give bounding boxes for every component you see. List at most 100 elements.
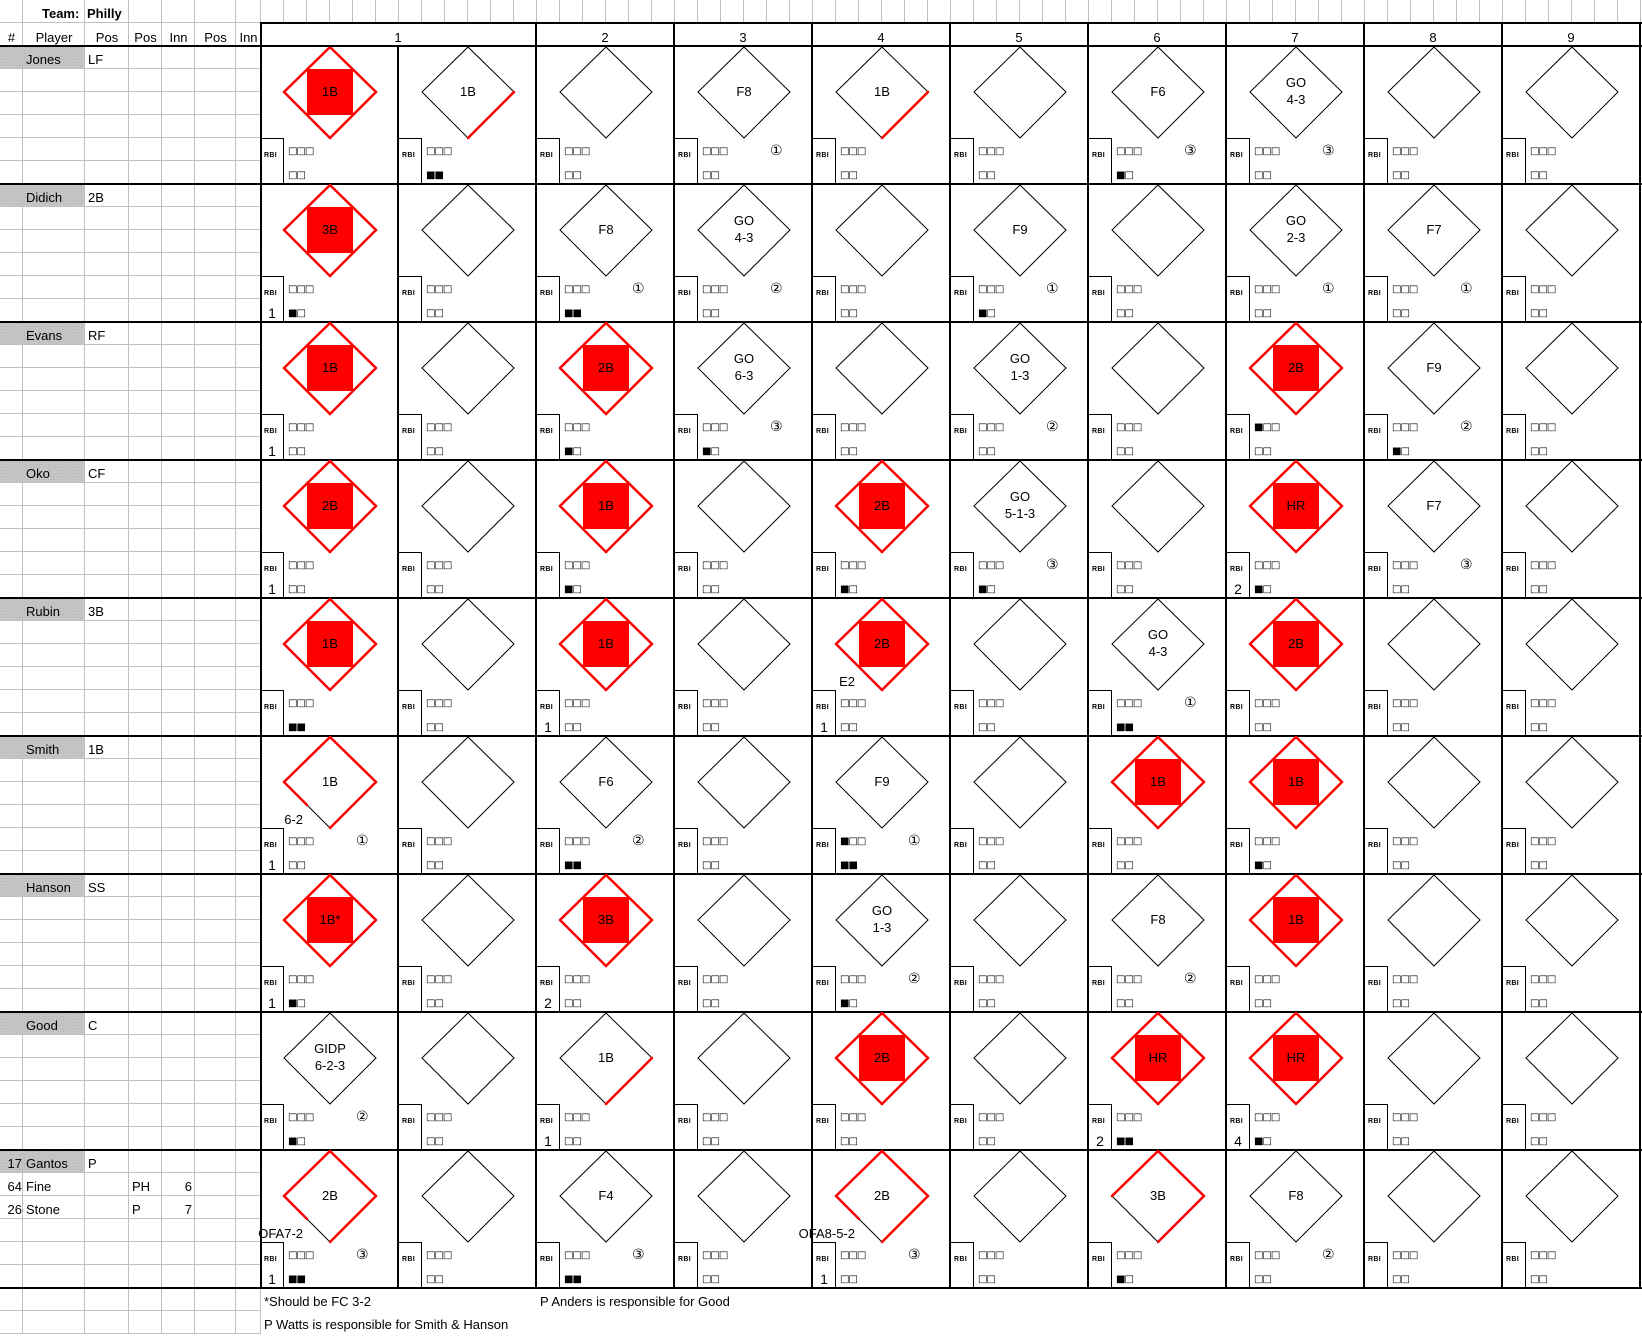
sheet-cell[interactable] bbox=[129, 736, 162, 759]
ball-count-boxes[interactable]: □□□ bbox=[288, 836, 314, 847]
ball-count-boxes[interactable]: □□□ bbox=[564, 698, 590, 709]
sheet-cell[interactable] bbox=[652, 0, 675, 23]
at-bat-cell[interactable]: RBI □□□ □□ bbox=[1503, 322, 1641, 460]
sheet-cell[interactable] bbox=[162, 966, 195, 989]
at-bat-cell[interactable]: RBI □□□ □□ bbox=[675, 1150, 813, 1288]
at-bat-cell[interactable]: RBI □□□ □□ bbox=[675, 460, 813, 598]
rbi-box[interactable]: RBI bbox=[1503, 828, 1526, 874]
rbi-box[interactable]: RBI bbox=[1089, 966, 1112, 1012]
at-bat-cell[interactable]: RBI □□□ □□ bbox=[1503, 460, 1641, 598]
sheet-cell[interactable] bbox=[195, 345, 236, 368]
sheet-cell[interactable] bbox=[162, 1104, 195, 1127]
sheet-cell[interactable] bbox=[195, 368, 236, 391]
sheet-cell[interactable] bbox=[1089, 0, 1112, 23]
sheet-cell[interactable] bbox=[129, 483, 162, 506]
sheet-cell[interactable] bbox=[236, 138, 261, 161]
rbi-box[interactable]: RBI bbox=[1089, 690, 1112, 736]
sheet-cell[interactable] bbox=[129, 667, 162, 690]
sheet-cell[interactable] bbox=[129, 276, 162, 299]
sheet-cell[interactable] bbox=[1526, 0, 1549, 23]
at-bat-cell[interactable]: 1B RBI 1 □□□ □□ bbox=[537, 598, 675, 736]
sheet-cell[interactable] bbox=[129, 115, 162, 138]
strike-count-boxes[interactable]: □□ bbox=[978, 860, 996, 871]
sheet-cell[interactable] bbox=[721, 0, 744, 23]
ball-count-boxes[interactable]: □□□ bbox=[702, 560, 728, 571]
sheet-cell[interactable] bbox=[236, 552, 261, 575]
rbi-box[interactable]: RBI bbox=[261, 690, 284, 736]
sheet-cell[interactable] bbox=[85, 759, 129, 782]
at-bat-cell[interactable]: F6 RBI □□□ ■□ ③ bbox=[1089, 46, 1227, 184]
sheet-cell[interactable] bbox=[0, 161, 23, 184]
sheet-cell[interactable] bbox=[195, 483, 236, 506]
rbi-box[interactable]: RBI bbox=[675, 1242, 698, 1288]
sheet-cell[interactable] bbox=[236, 391, 261, 414]
sheet-cell[interactable] bbox=[236, 1081, 261, 1104]
strike-count-boxes[interactable]: ■■ bbox=[288, 1274, 306, 1285]
sheet-cell[interactable] bbox=[85, 69, 129, 92]
at-bat-cell[interactable]: 1B RBI □□□ □□ bbox=[1227, 874, 1365, 1012]
sheet-cell[interactable] bbox=[23, 345, 85, 368]
rbi-box[interactable]: RBI bbox=[1503, 1104, 1526, 1150]
strike-count-boxes[interactable]: □□ bbox=[840, 722, 858, 733]
ball-count-boxes[interactable]: □□□ bbox=[1392, 1112, 1418, 1123]
sheet-cell[interactable] bbox=[195, 322, 236, 345]
sheet-cell[interactable] bbox=[0, 115, 23, 138]
sheet-cell[interactable] bbox=[23, 690, 85, 713]
sheet-cell[interactable] bbox=[23, 184, 85, 207]
sheet-cell[interactable] bbox=[85, 460, 129, 483]
sheet-cell[interactable] bbox=[675, 0, 698, 23]
at-bat-cell[interactable]: RBI □□□ □□ bbox=[1503, 598, 1641, 736]
sheet-cell[interactable] bbox=[129, 391, 162, 414]
ball-count-boxes[interactable]: □□□ bbox=[1392, 698, 1418, 709]
rbi-box[interactable]: RBI bbox=[951, 276, 974, 322]
sheet-cell[interactable] bbox=[330, 0, 353, 23]
sheet-cell[interactable] bbox=[997, 0, 1020, 23]
sheet-cell[interactable] bbox=[85, 184, 129, 207]
rbi-box[interactable]: RBI bbox=[1089, 828, 1112, 874]
sheet-cell[interactable] bbox=[23, 0, 85, 23]
sheet-cell[interactable] bbox=[162, 253, 195, 276]
sheet-cell[interactable] bbox=[1112, 0, 1135, 23]
at-bat-cell[interactable]: RBI □□□ □□ bbox=[1089, 322, 1227, 460]
strike-count-boxes[interactable]: ■□ bbox=[288, 998, 306, 1009]
at-bat-cell[interactable]: 2B RBI □□□ □□ bbox=[1227, 598, 1365, 736]
sheet-cell[interactable] bbox=[0, 414, 23, 437]
sheet-cell[interactable] bbox=[129, 989, 162, 1012]
strike-count-boxes[interactable]: □□ bbox=[978, 170, 996, 181]
sheet-cell[interactable] bbox=[1319, 0, 1342, 23]
sheet-cell[interactable] bbox=[1181, 0, 1204, 23]
sheet-cell[interactable] bbox=[236, 437, 261, 460]
sheet-cell[interactable] bbox=[195, 598, 236, 621]
ball-count-boxes[interactable]: □□□ bbox=[1530, 422, 1556, 433]
sheet-cell[interactable] bbox=[606, 0, 629, 23]
sheet-cell[interactable] bbox=[195, 253, 236, 276]
sheet-cell[interactable] bbox=[162, 621, 195, 644]
strike-count-boxes[interactable]: ■□ bbox=[702, 446, 720, 457]
ball-count-boxes[interactable]: □□□ bbox=[288, 1250, 314, 1261]
sheet-cell[interactable] bbox=[195, 207, 236, 230]
ball-count-boxes[interactable]: □□□ bbox=[1530, 1112, 1556, 1123]
strike-count-boxes[interactable]: □□ bbox=[1530, 446, 1548, 457]
strike-count-boxes[interactable]: ■□ bbox=[1254, 584, 1272, 595]
sheet-cell[interactable] bbox=[1296, 0, 1319, 23]
at-bat-cell[interactable]: F8 RBI □□□ ■■ ① bbox=[537, 184, 675, 322]
sheet-cell[interactable] bbox=[0, 529, 23, 552]
sheet-cell[interactable] bbox=[162, 667, 195, 690]
sheet-cell[interactable] bbox=[1342, 0, 1365, 23]
sheet-cell[interactable] bbox=[236, 1127, 261, 1150]
strike-count-boxes[interactable]: □□ bbox=[426, 446, 444, 457]
at-bat-cell[interactable]: 3B RBI 1 □□□ ■□ bbox=[261, 184, 399, 322]
sheet-cell[interactable] bbox=[195, 529, 236, 552]
rbi-box[interactable]: RBI bbox=[951, 690, 974, 736]
sheet-cell[interactable] bbox=[195, 414, 236, 437]
sheet-cell[interactable] bbox=[1250, 0, 1273, 23]
rbi-box[interactable]: RBI 1 bbox=[261, 414, 284, 460]
sheet-cell[interactable] bbox=[236, 1173, 261, 1196]
at-bat-cell[interactable]: GO 2-3 RBI □□□ □□ ① bbox=[1227, 184, 1365, 322]
ball-count-boxes[interactable]: □□□ bbox=[1530, 1250, 1556, 1261]
sheet-cell[interactable] bbox=[162, 1288, 195, 1311]
strike-count-boxes[interactable]: □□ bbox=[426, 860, 444, 871]
at-bat-cell[interactable]: RBI □□□ □□ bbox=[399, 1150, 537, 1288]
sheet-cell[interactable] bbox=[162, 920, 195, 943]
strike-count-boxes[interactable]: □□ bbox=[840, 446, 858, 457]
